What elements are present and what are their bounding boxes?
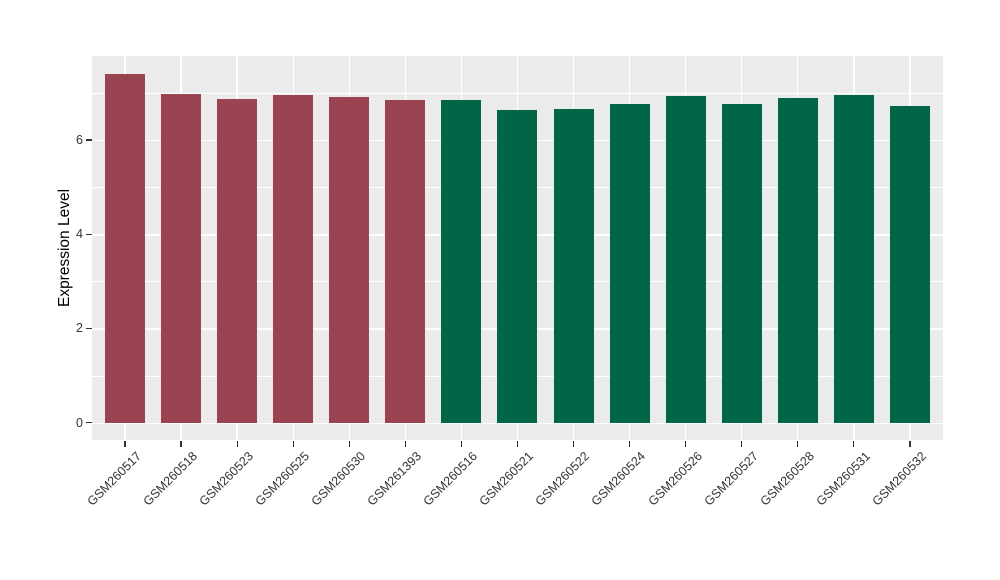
x-tick-mark-GSM260525 [292,441,294,447]
x-tick-label-GSM260524: GSM260524 [589,449,649,509]
y-axis-title: Expression Level [56,188,73,308]
x-tick-mark-GSM260517 [124,441,126,447]
bar-GSM260524 [609,103,650,423]
bar-GSM260516 [441,99,482,423]
x-tick-mark-GSM260528 [797,441,799,447]
bar-GSM260523 [217,98,258,423]
x-tick-mark-GSM260523 [236,441,238,447]
x-tick-mark-GSM260522 [572,441,575,447]
x-tick-label-GSM260528: GSM260528 [757,449,817,509]
x-tick-label-GSM260530: GSM260530 [308,449,369,509]
y-tick-mark-2 [86,327,92,330]
x-tick-label-GSM260526: GSM260526 [645,449,705,509]
bar-GSM261393 [385,99,426,423]
y-tick-mark-6 [86,139,92,141]
y-tick-mark-4 [86,233,92,235]
bar-GSM260518 [161,94,202,423]
bar-GSM260522 [553,109,594,423]
x-tick-mark-GSM260521 [516,441,519,447]
x-tick-mark-GSM260526 [685,441,687,447]
x-tick-mark-GSM261393 [404,441,406,447]
y-tick-mark-0 [86,422,92,424]
y-tick-label-0: 0 [76,415,83,430]
x-tick-label-GSM260523: GSM260523 [196,449,257,509]
bar-GSM260530 [329,96,370,423]
y-tick-label-4: 4 [76,227,83,242]
bar-GSM260517 [105,74,145,423]
x-tick-label-GSM260517: GSM260517 [84,449,144,509]
plot-panel [92,56,943,440]
bar-GSM260532 [889,105,930,423]
y-tick-label-2: 2 [76,321,83,336]
y-tick-label-6: 6 [76,132,83,147]
bar-GSM260521 [497,109,538,423]
x-tick-mark-GSM260518 [180,441,182,447]
x-tick-label-GSM261393: GSM261393 [364,449,425,509]
bar-GSM260525 [273,94,314,423]
bar-GSM260526 [665,95,706,423]
bar-GSM260528 [777,97,818,423]
x-tick-label-GSM260521: GSM260521 [476,449,537,509]
bar-GSM260531 [833,95,874,423]
x-tick-mark-GSM260531 [853,441,855,447]
x-tick-label-GSM260532: GSM260532 [869,449,929,509]
x-tick-label-GSM260531: GSM260531 [813,449,873,509]
x-tick-mark-GSM260530 [348,441,350,447]
x-tick-label-GSM260516: GSM260516 [420,449,481,509]
x-tick-mark-GSM260516 [460,441,462,447]
x-tick-mark-GSM260524 [629,441,631,447]
x-tick-mark-GSM260532 [909,441,911,447]
x-tick-label-GSM260525: GSM260525 [252,449,313,509]
x-tick-label-GSM260522: GSM260522 [532,449,593,509]
x-tick-mark-GSM260527 [741,441,743,447]
x-tick-label-GSM260527: GSM260527 [701,449,761,509]
x-tick-label-GSM260518: GSM260518 [140,449,200,509]
bar-GSM260527 [721,104,762,423]
